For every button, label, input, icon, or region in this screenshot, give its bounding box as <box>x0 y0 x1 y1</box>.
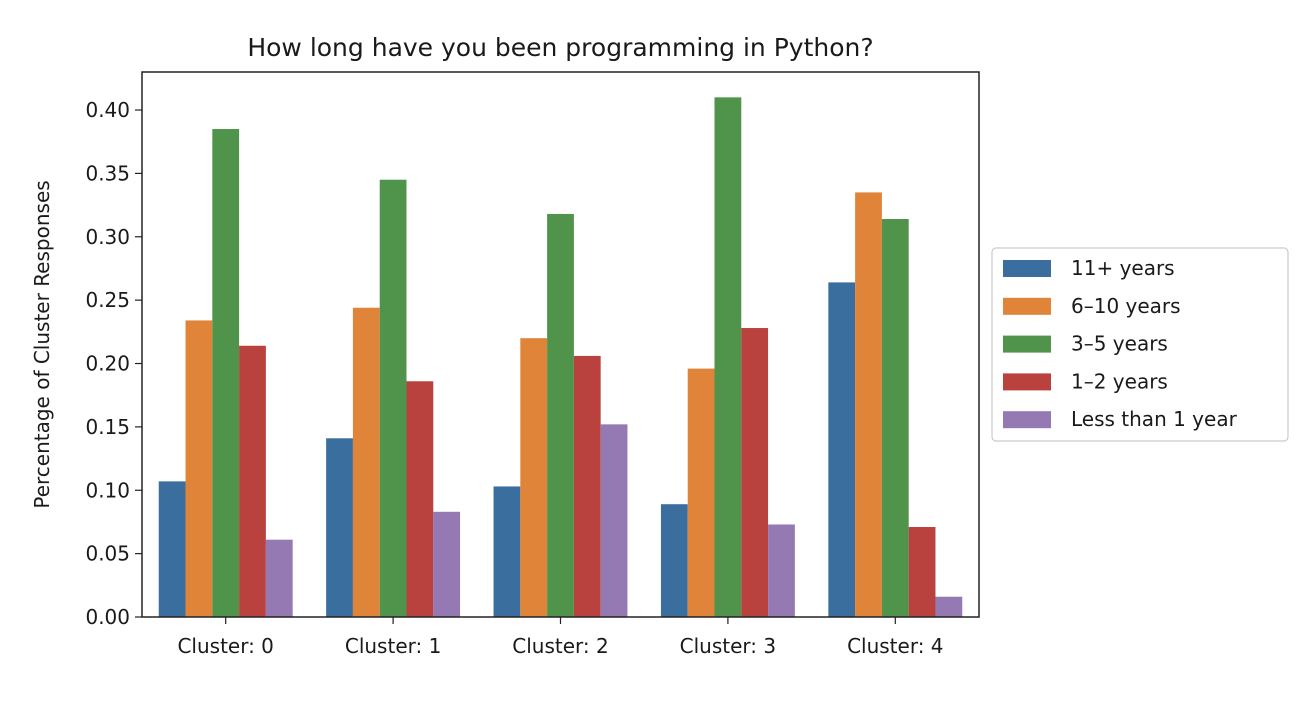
legend-box <box>991 247 1289 442</box>
bar-less-than-1-year-cluster-0 <box>265 539 293 617</box>
bar-11-years-cluster-3 <box>660 504 688 617</box>
legend-label: 6–10 years <box>1071 294 1181 318</box>
y-tick-label: 0.25 <box>85 288 130 312</box>
bar-6-10-years-cluster-2 <box>520 338 548 617</box>
bar-less-than-1-year-cluster-4 <box>935 596 963 617</box>
x-tick-label: Cluster: 4 <box>847 634 943 658</box>
bar-1-2-years-cluster-3 <box>741 328 769 617</box>
legend: 11+ years 6–10 years 3–5 years 1–2 years Les… <box>991 247 1289 442</box>
bar-1-2-years-cluster-2 <box>573 355 601 617</box>
bar-1-2-years-cluster-1 <box>406 381 434 617</box>
bar-6-10-years-cluster-3 <box>687 368 715 617</box>
x-tick-label: Cluster: 0 <box>177 634 273 658</box>
legend-label: Less than 1 year <box>1071 407 1238 431</box>
bar-3-5-years-cluster-1 <box>379 179 407 618</box>
y-tick-label: 0.05 <box>85 542 130 566</box>
bar-less-than-1-year-cluster-3 <box>768 524 795 617</box>
bar-6-10-years-cluster-0 <box>185 320 213 617</box>
legend-label: 11+ years <box>1071 256 1175 280</box>
bar-11-years-cluster-0 <box>158 481 186 617</box>
bar-3-5-years-cluster-3 <box>714 97 742 618</box>
bar-1-2-years-cluster-0 <box>239 345 266 617</box>
x-tick-label: Cluster: 3 <box>680 634 776 658</box>
bar-11-years-cluster-4 <box>828 282 856 617</box>
y-tick-label: 0.40 <box>85 98 130 122</box>
x-tick-label: Cluster: 1 <box>345 634 441 658</box>
y-tick-label: 0.20 <box>85 352 130 376</box>
bar-less-than-1-year-cluster-1 <box>433 511 461 617</box>
bar-6-10-years-cluster-1 <box>352 307 380 617</box>
bar-less-than-1-year-cluster-2 <box>600 424 628 617</box>
legend-swatch <box>1003 335 1051 353</box>
legend-swatch <box>1003 260 1051 277</box>
legend-swatch <box>1003 373 1051 391</box>
legend-label: 3–5 years <box>1071 332 1168 356</box>
bar-3-5-years-cluster-0 <box>212 129 240 617</box>
chart-title: How long have you been programming in Py… <box>247 33 873 62</box>
bar-1-2-years-cluster-4 <box>908 527 936 617</box>
y-tick-label: 0.15 <box>85 415 130 439</box>
y-axis-ticks: 0.00 0.05 0.10 0.15 0.20 0.25 0.30 0.35 0.40 <box>85 98 142 629</box>
x-axis-ticks: Cluster: 0 Cluster: 1 Cluster: 2 Cluster: 3… <box>177 617 944 658</box>
y-tick-label: 0.30 <box>85 225 130 249</box>
legend-swatch <box>1003 411 1051 429</box>
bar-3-5-years-cluster-2 <box>547 213 574 617</box>
legend-swatch <box>1003 297 1051 315</box>
bar-6-10-years-cluster-4 <box>855 192 882 617</box>
bar-11-years-cluster-2 <box>493 486 521 617</box>
y-tick-label: 0.00 <box>85 605 130 629</box>
x-tick-label: Cluster: 2 <box>512 634 608 658</box>
legend-label: 1–2 years <box>1071 369 1168 393</box>
bar-11-years-cluster-1 <box>326 438 353 617</box>
y-axis-label: Percentage of Cluster Responses <box>30 180 54 508</box>
y-tick-label: 0.35 <box>85 161 130 185</box>
bar-3-5-years-cluster-4 <box>881 219 909 617</box>
bars-layer <box>158 97 963 618</box>
y-tick-label: 0.10 <box>85 478 130 502</box>
